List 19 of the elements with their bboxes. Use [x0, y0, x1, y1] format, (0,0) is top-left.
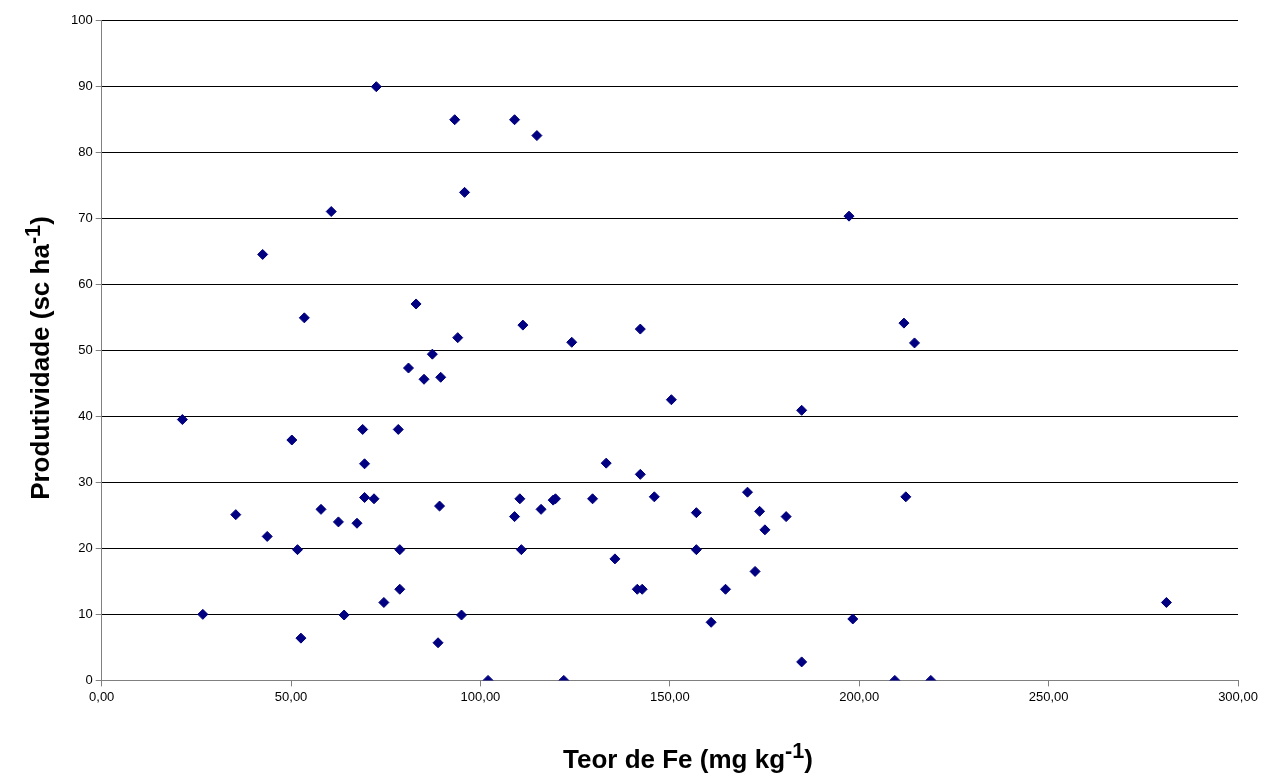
x-tick-label: 300,00: [1218, 688, 1258, 704]
x-tick-label: 200,00: [839, 688, 880, 704]
y-tick-label: 90: [78, 77, 93, 93]
y-tick-label: 30: [78, 473, 93, 489]
y-tick-label: 100: [70, 11, 93, 27]
y-tick-label: 70: [78, 209, 93, 225]
y-tick-label: 10: [78, 605, 93, 621]
x-tick-label: 0,00: [89, 688, 115, 704]
y-tick-label: 0: [85, 671, 93, 687]
y-tick-label: 40: [78, 407, 93, 423]
y-tick-label: 50: [78, 341, 93, 357]
x-tick-label: 150,00: [649, 688, 690, 704]
x-tick-label: 50,00: [274, 688, 308, 704]
x-tick-label: 100,00: [460, 688, 501, 704]
y-tick-label: 80: [78, 143, 93, 159]
x-tick-label: 250,00: [1028, 688, 1069, 704]
y-tick-label: 60: [78, 275, 93, 291]
y-tick-label: 20: [78, 539, 93, 555]
x-axis-title: Teor de Fe (mg kg$^{-1}$): [563, 738, 813, 775]
